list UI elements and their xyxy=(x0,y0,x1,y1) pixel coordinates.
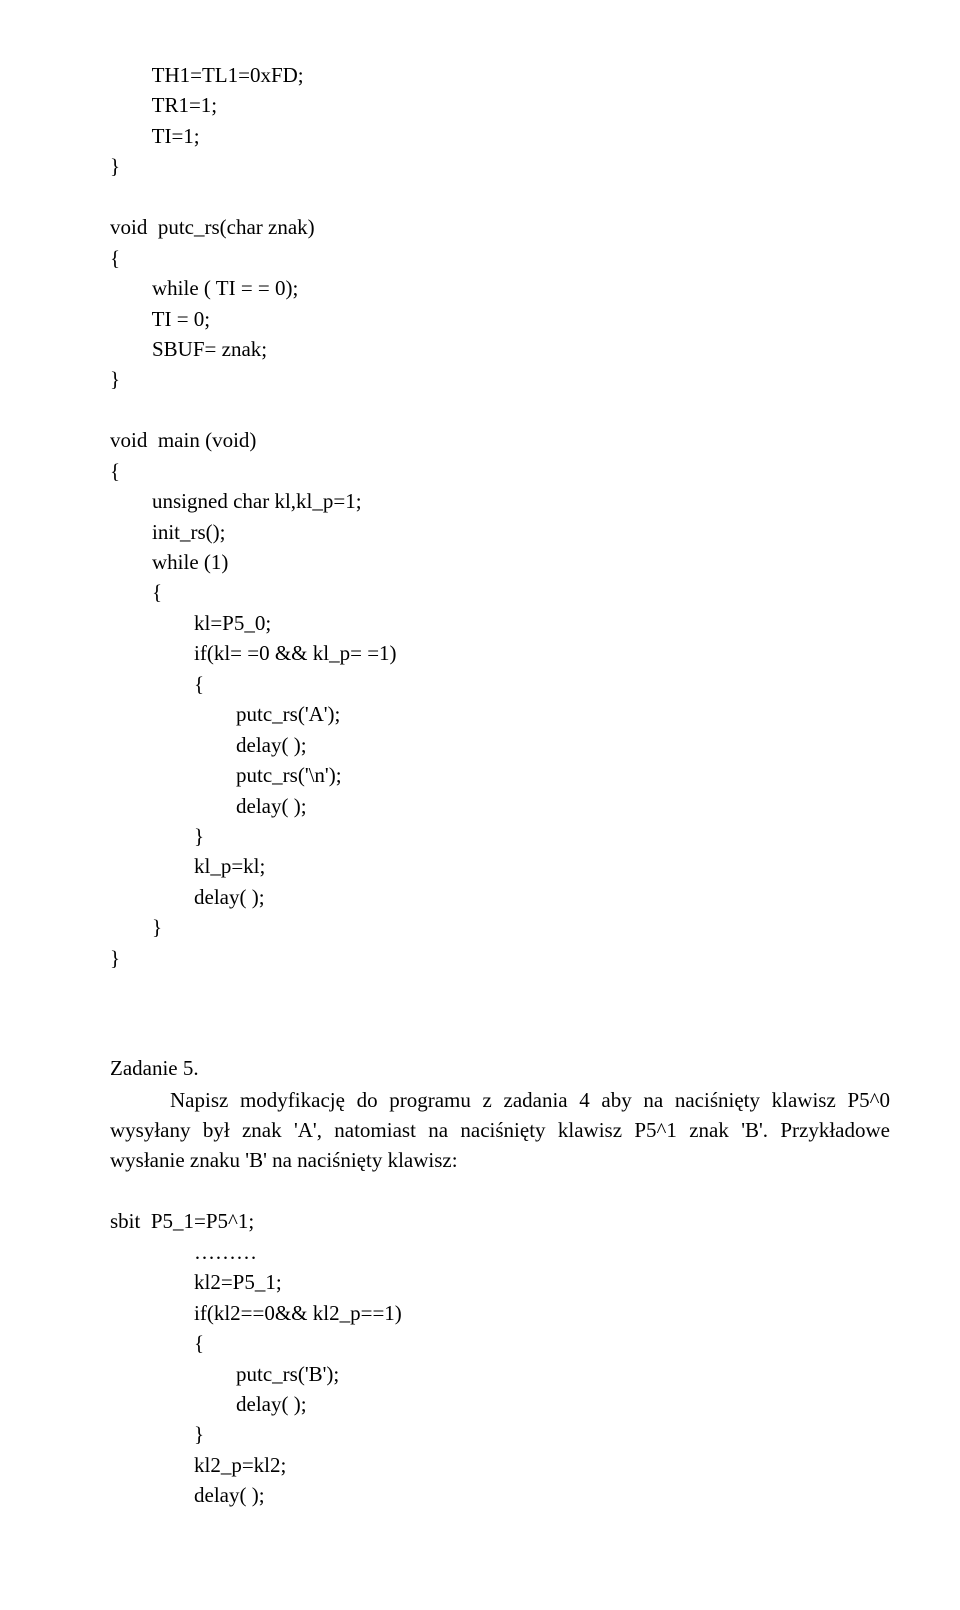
task-body: Napisz modyfikację do programu z zadania… xyxy=(110,1085,890,1176)
task-section: Zadanie 5. Napisz modyfikację do program… xyxy=(110,1053,890,1176)
code-block-bottom: sbit P5_1=P5^1; ……… kl2=P5_1; if(kl2==0&… xyxy=(110,1176,890,1511)
task-heading: Zadanie 5. xyxy=(110,1053,890,1083)
code-block-top: TH1=TL1=0xFD; TR1=1; TI=1; } void putc_r… xyxy=(110,60,890,973)
